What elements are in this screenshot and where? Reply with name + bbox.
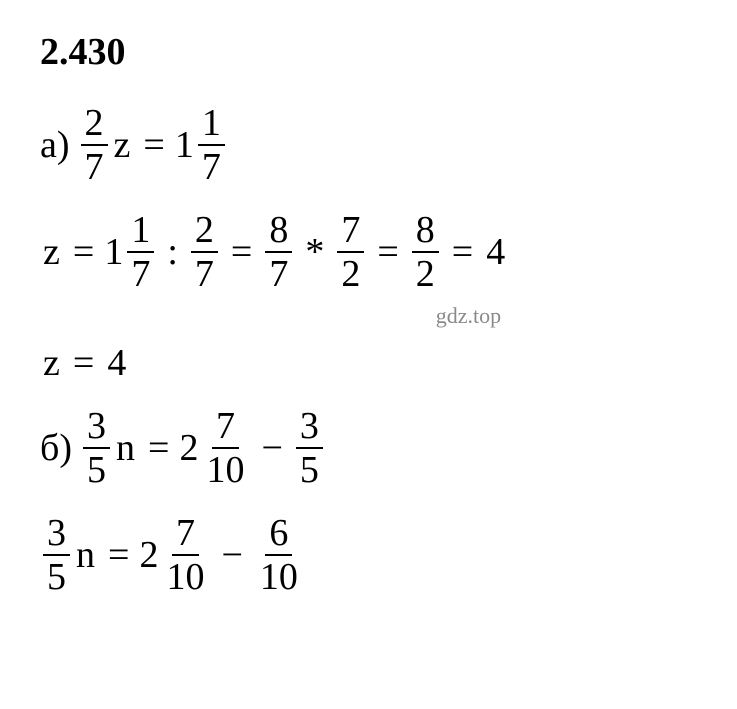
numerator: 7 <box>172 514 199 556</box>
minus-sign: − <box>221 536 242 574</box>
denominator: 5 <box>83 449 110 489</box>
equals-sign: = <box>73 344 94 382</box>
denominator: 5 <box>296 449 323 489</box>
whole-part: 2 <box>139 536 158 574</box>
denominator: 7 <box>198 146 225 186</box>
variable: n <box>116 429 135 467</box>
result-value: 4 <box>107 344 126 382</box>
fraction: 1 7 <box>198 104 225 186</box>
fraction: 1 7 <box>127 211 154 293</box>
denominator: 7 <box>81 146 108 186</box>
variable: n <box>76 536 95 574</box>
numerator: 6 <box>265 514 292 556</box>
problem-number: 2.430 <box>40 30 697 74</box>
denominator: 2 <box>337 253 364 293</box>
equals-sign: = <box>73 233 94 271</box>
multiply-sign: * <box>305 233 324 271</box>
mixed-number: 2 7 10 <box>179 407 251 489</box>
numerator: 3 <box>296 407 323 449</box>
fraction: 6 10 <box>256 514 302 596</box>
denominator: 7 <box>127 253 154 293</box>
fraction: 8 7 <box>265 211 292 293</box>
fraction: 7 10 <box>162 514 208 596</box>
numerator: 8 <box>265 211 292 253</box>
numerator: 2 <box>81 104 108 146</box>
minus-sign: − <box>261 429 282 467</box>
numerator: 3 <box>43 514 70 556</box>
numerator: 8 <box>412 211 439 253</box>
equals-sign: = <box>231 233 252 271</box>
fraction: 8 2 <box>412 211 439 293</box>
whole-part: 2 <box>179 429 198 467</box>
equation-line: z = 4 <box>40 344 697 382</box>
fraction: 2 7 <box>81 104 108 186</box>
denominator: 10 <box>162 556 208 596</box>
mixed-number: 1 1 7 <box>104 211 157 293</box>
variable: z <box>43 233 60 271</box>
equation-line: 3 5 n = 2 7 10 − 6 10 <box>40 514 697 596</box>
whole-part: 1 <box>104 233 123 271</box>
result-value: 4 <box>486 233 505 271</box>
equals-sign: = <box>452 233 473 271</box>
equals-sign: = <box>143 126 164 164</box>
denominator: 7 <box>191 253 218 293</box>
equals-sign: = <box>108 536 129 574</box>
whole-part: 1 <box>175 126 194 164</box>
variable: z <box>114 126 131 164</box>
fraction: 3 5 <box>83 407 110 489</box>
fraction: 3 5 <box>43 514 70 596</box>
numerator: 7 <box>337 211 364 253</box>
equals-sign: = <box>377 233 398 271</box>
problem-label-a: а) <box>40 126 70 164</box>
divide-sign: : <box>167 233 178 271</box>
denominator: 5 <box>43 556 70 596</box>
numerator: 1 <box>198 104 225 146</box>
fraction: 3 5 <box>296 407 323 489</box>
fraction: 7 2 <box>337 211 364 293</box>
fraction: 7 10 <box>202 407 248 489</box>
equation-line: а) 2 7 z = 1 1 7 <box>40 104 697 186</box>
numerator: 1 <box>127 211 154 253</box>
denominator: 7 <box>265 253 292 293</box>
equation-line: z = 1 1 7 : 2 7 = 8 7 * 7 2 = 8 2 = 4 <box>40 211 697 293</box>
numerator: 3 <box>83 407 110 449</box>
problem-label-b: б) <box>40 429 72 467</box>
mixed-number: 2 7 10 <box>139 514 211 596</box>
numerator: 7 <box>212 407 239 449</box>
watermark-text: gdz.top <box>240 303 697 329</box>
mixed-number: 1 1 7 <box>175 104 228 186</box>
equation-line: б) 3 5 n = 2 7 10 − 3 5 <box>40 407 697 489</box>
equals-sign: = <box>148 429 169 467</box>
denominator: 10 <box>202 449 248 489</box>
variable: z <box>43 344 60 382</box>
denominator: 10 <box>256 556 302 596</box>
denominator: 2 <box>412 253 439 293</box>
numerator: 2 <box>191 211 218 253</box>
fraction: 2 7 <box>191 211 218 293</box>
